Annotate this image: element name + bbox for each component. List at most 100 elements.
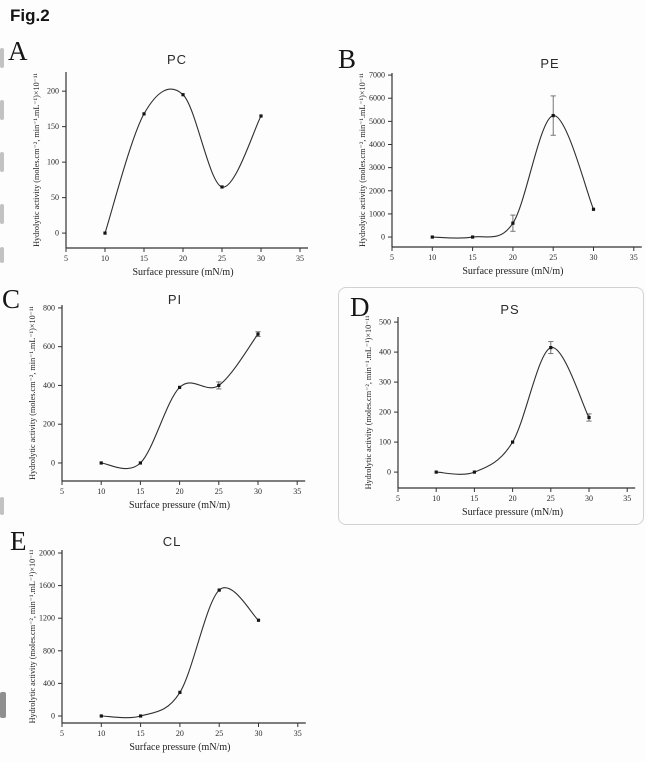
svg-text:Surface pressure (mN/m): Surface pressure (mN/m)	[462, 266, 563, 277]
panel-letter-d: D	[350, 292, 370, 322]
svg-text:2000: 2000	[39, 549, 55, 558]
svg-text:15: 15	[140, 254, 148, 263]
svg-text:25: 25	[547, 494, 555, 503]
chart-title-ps: PS	[500, 302, 520, 317]
svg-text:100: 100	[379, 438, 391, 447]
edge-mark	[0, 247, 4, 263]
svg-text:30: 30	[590, 253, 598, 262]
svg-text:Hydrolytic activity (moles.cm⁻: Hydrolytic activity (moles.cm⁻², min⁻¹.m…	[364, 315, 373, 489]
svg-text:35: 35	[630, 253, 638, 262]
svg-text:0: 0	[51, 711, 55, 720]
svg-text:Surface pressure (mN/m): Surface pressure (mN/m)	[129, 500, 230, 511]
svg-text:20: 20	[179, 254, 187, 263]
svg-text:1000: 1000	[369, 209, 385, 218]
svg-text:2000: 2000	[369, 186, 385, 195]
chart-canvas-pe: 5 10 15 20 25 30 35 0 1000 2000 3000 4000 5000 6000 70…	[358, 71, 642, 277]
edge-mark	[0, 100, 4, 120]
edge-mark	[0, 204, 4, 224]
svg-text:200: 200	[379, 408, 391, 417]
svg-text:200: 200	[47, 87, 59, 96]
panel-d-border	[338, 287, 644, 525]
svg-text:20: 20	[176, 487, 184, 496]
svg-text:600: 600	[43, 342, 55, 351]
svg-text:100: 100	[47, 158, 59, 167]
panel-pi: C PI 5 10 15 20 25 30 35 0 200 400 600 800 Hydrolyti…	[0, 282, 322, 530]
svg-text:Hydrolytic activity (moles.cm⁻: Hydrolytic activity (moles.cm⁻², min⁻¹.m…	[358, 73, 367, 247]
panel-letter-c: C	[2, 284, 21, 314]
svg-text:3000: 3000	[369, 163, 385, 172]
svg-text:0: 0	[381, 233, 385, 242]
svg-text:1200: 1200	[39, 614, 55, 623]
svg-text:5: 5	[390, 253, 394, 262]
svg-text:4000: 4000	[369, 140, 385, 149]
svg-text:15: 15	[470, 494, 478, 503]
svg-text:5: 5	[64, 254, 68, 263]
svg-text:5000: 5000	[369, 117, 385, 126]
svg-text:30: 30	[585, 494, 593, 503]
svg-text:5: 5	[60, 729, 64, 738]
svg-text:15: 15	[137, 729, 145, 738]
svg-text:35: 35	[293, 487, 301, 496]
svg-text:25: 25	[215, 487, 223, 496]
svg-text:5: 5	[60, 487, 64, 496]
panel-cl: E CL 5 10 15 20 25 30 35 0 400 800 1200 1600 2000 Hyd…	[0, 526, 322, 762]
svg-text:800: 800	[43, 303, 55, 312]
panel-letter-e: E	[10, 526, 27, 556]
edge-mark	[0, 497, 4, 515]
panel-letter-a: A	[8, 36, 28, 66]
svg-text:20: 20	[509, 494, 517, 503]
svg-text:10: 10	[101, 254, 109, 263]
figure-label: Fig.2	[10, 6, 50, 25]
svg-text:Surface pressure (mN/m): Surface pressure (mN/m)	[129, 742, 230, 753]
svg-text:10: 10	[432, 494, 440, 503]
panel-ps: D PS 5 10 15 20 25 30 35 0 100 200 300 400 500 Hydrol…	[336, 286, 646, 530]
svg-text:300: 300	[379, 378, 391, 387]
svg-text:400: 400	[43, 679, 55, 688]
edge-mark	[0, 48, 4, 68]
svg-text:5: 5	[396, 494, 400, 503]
chart-title-pe: PE	[540, 56, 560, 71]
svg-text:10: 10	[97, 487, 105, 496]
svg-text:Surface pressure (mN/m): Surface pressure (mN/m)	[132, 267, 233, 278]
svg-text:Hydrolytic activity (moles.cm⁻: Hydrolytic activity (moles.cm⁻², min⁻¹.m…	[32, 73, 41, 247]
svg-text:0: 0	[51, 458, 55, 467]
svg-text:25: 25	[549, 253, 557, 262]
svg-text:30: 30	[257, 254, 265, 263]
svg-text:15: 15	[136, 487, 144, 496]
chart-title-pi: PI	[167, 292, 183, 307]
chart-canvas-pc: 5 10 15 20 25 30 35 0 50 100 150 200 Hydrolytic acti…	[32, 72, 308, 278]
svg-text:35: 35	[296, 254, 304, 263]
edge-mark	[0, 692, 6, 718]
svg-text:0: 0	[55, 229, 59, 238]
svg-text:35: 35	[294, 729, 302, 738]
svg-text:35: 35	[623, 494, 631, 503]
svg-text:15: 15	[469, 253, 477, 262]
svg-text:Surface pressure (mN/m): Surface pressure (mN/m)	[462, 507, 563, 518]
svg-text:0: 0	[387, 468, 391, 477]
chart-canvas-ps: 5 10 15 20 25 30 35 0 100 200 300 400 500 Hydrolytic …	[364, 315, 636, 518]
svg-text:20: 20	[176, 729, 184, 738]
svg-text:7000: 7000	[369, 71, 385, 80]
panel-pc: A PC 5 10 15 20 25 30 35 0 50 100 150 200 Hydrolytic…	[4, 36, 326, 286]
svg-text:Hydrolytic activity (moles.cm⁻: Hydrolytic activity (moles.cm⁻², min⁻¹.m…	[28, 549, 37, 723]
svg-text:500: 500	[379, 318, 391, 327]
svg-text:25: 25	[215, 729, 223, 738]
panel-letter-b: B	[338, 44, 357, 74]
chart-canvas-pi: 5 10 15 20 25 30 35 0 200 400 600 800 Hydrolytic act…	[28, 303, 306, 511]
svg-text:10: 10	[428, 253, 436, 262]
svg-text:150: 150	[47, 122, 59, 131]
svg-text:25: 25	[218, 254, 226, 263]
svg-text:800: 800	[43, 646, 55, 655]
svg-text:Hydrolytic activity (moles.cm⁻: Hydrolytic activity (moles.cm⁻², min⁻¹.m…	[28, 306, 37, 480]
svg-text:30: 30	[254, 487, 262, 496]
svg-text:50: 50	[51, 193, 59, 202]
svg-text:400: 400	[43, 381, 55, 390]
svg-text:1600: 1600	[39, 581, 55, 590]
edge-mark	[0, 152, 4, 172]
svg-text:6000: 6000	[369, 94, 385, 103]
panel-pe: B PE 5 10 15 20 25 30 35 0 1000 2000 3000 4000 5000 6…	[334, 38, 646, 286]
svg-text:200: 200	[43, 420, 55, 429]
svg-text:10: 10	[97, 729, 105, 738]
chart-title-cl: CL	[162, 534, 182, 549]
